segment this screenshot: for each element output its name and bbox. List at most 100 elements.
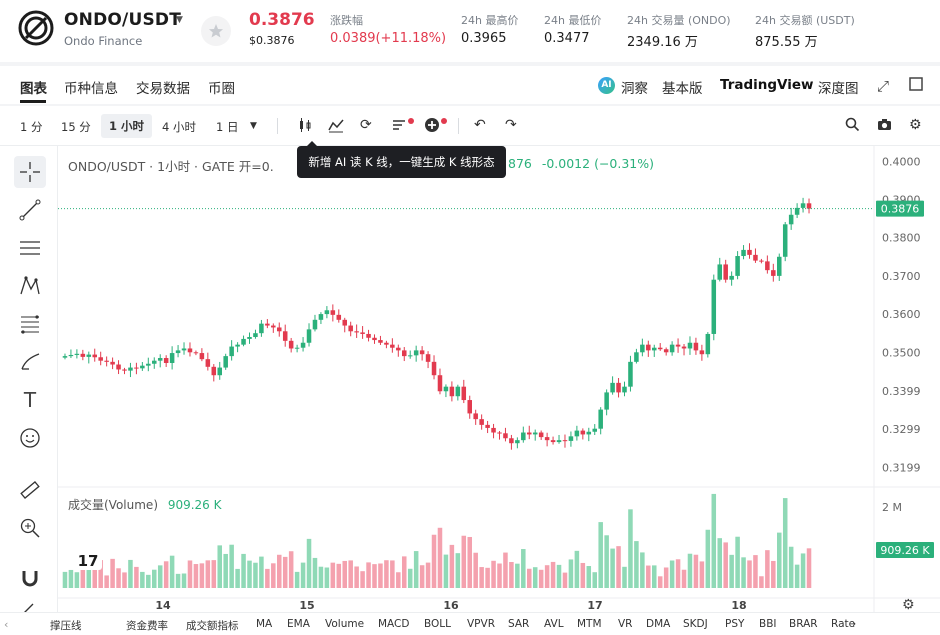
indicator-5[interactable]: Volume bbox=[325, 618, 365, 630]
ai-kline-icon[interactable] bbox=[392, 117, 408, 137]
volume-bar bbox=[181, 573, 187, 588]
indicator-0[interactable]: 撑压线 bbox=[50, 620, 82, 632]
timeframe-15m[interactable]: 15 分 bbox=[61, 120, 91, 134]
indicators-icon[interactable] bbox=[328, 117, 344, 137]
volume-bar bbox=[205, 560, 211, 588]
indicator-18[interactable]: Rate bbox=[831, 618, 856, 630]
candle-body bbox=[717, 264, 722, 280]
timeframe-1h[interactable]: 1 小时 bbox=[101, 114, 153, 138]
candle-type-icon[interactable] bbox=[297, 117, 313, 137]
chart-settings-icon[interactable]: ⚙ bbox=[902, 597, 915, 613]
timeframe-1d[interactable]: 1 日 bbox=[216, 120, 239, 134]
volume-bar bbox=[467, 536, 472, 588]
indicator-12[interactable]: VR bbox=[618, 618, 633, 630]
text-tool-icon[interactable]: T bbox=[23, 388, 37, 412]
timeframe-1m[interactable]: 1 分 bbox=[20, 120, 43, 134]
view-tradingview[interactable]: TradingView bbox=[720, 77, 814, 93]
emoji-icon[interactable] bbox=[14, 422, 46, 454]
indicator-8[interactable]: VPVR bbox=[467, 618, 495, 630]
candlestick-chart-svg[interactable]: 0.40000.39000.38000.37000.36000.35000.33… bbox=[58, 146, 940, 620]
pair-name[interactable]: ONDO/USDT bbox=[64, 10, 182, 30]
indicator-14[interactable]: SKDJ bbox=[683, 618, 708, 630]
add-icon[interactable] bbox=[424, 117, 440, 137]
fibonacci-icon[interactable] bbox=[14, 308, 46, 340]
settings-gear-icon[interactable]: ⚙ bbox=[909, 117, 922, 133]
redo-icon[interactable]: ↷ bbox=[505, 117, 517, 133]
candle-body bbox=[479, 419, 484, 425]
candle-body bbox=[175, 350, 181, 354]
candle-body bbox=[80, 353, 86, 357]
volume-bar bbox=[431, 534, 437, 588]
indicator-9[interactable]: SAR bbox=[508, 618, 530, 630]
pattern-icon[interactable] bbox=[14, 270, 46, 302]
view-ai-insight[interactable]: 洞察 bbox=[621, 81, 648, 97]
search-icon[interactable] bbox=[845, 117, 860, 136]
pair-dropdown-icon[interactable]: ▼ bbox=[176, 15, 183, 25]
crosshair-icon[interactable] bbox=[14, 156, 46, 188]
time-axis-label: 17 bbox=[587, 599, 602, 612]
magnet-icon[interactable] bbox=[14, 562, 46, 594]
scroll-right-icon[interactable]: › bbox=[852, 618, 857, 630]
candle-body bbox=[265, 323, 270, 326]
indicator-7[interactable]: BOLL bbox=[424, 618, 451, 630]
tradingview-chart[interactable]: 0.4000 0.3900 0.3800 0.3700 0.3600 0.3500 0.33… bbox=[58, 141, 940, 620]
volume-bar bbox=[782, 498, 788, 588]
indicator-15[interactable]: PSY bbox=[725, 618, 745, 630]
volume-bar bbox=[574, 550, 580, 588]
candle-body bbox=[699, 350, 705, 355]
candle-body bbox=[777, 256, 782, 276]
candle-body bbox=[360, 332, 365, 334]
indicator-11[interactable]: MTM bbox=[577, 618, 602, 630]
indicator-2[interactable]: 成交额指标 bbox=[186, 620, 239, 632]
popout-window-icon[interactable] bbox=[909, 77, 923, 95]
tab-trade-data[interactable]: 交易数据 bbox=[136, 81, 190, 97]
candle-body bbox=[384, 342, 389, 345]
candle-body bbox=[413, 350, 419, 356]
indicator-6[interactable]: MACD bbox=[378, 618, 410, 630]
tab-chart[interactable]: 图表 bbox=[20, 81, 47, 97]
indicator-1[interactable]: 资金费率 bbox=[126, 620, 168, 632]
zoom-in-icon[interactable] bbox=[14, 512, 46, 544]
indicator-10[interactable]: AVL bbox=[544, 618, 564, 630]
indicator-3[interactable]: MA bbox=[256, 618, 273, 630]
horizontal-lines-icon[interactable] bbox=[14, 232, 46, 264]
indicator-4[interactable]: EMA bbox=[287, 618, 310, 630]
candle-body bbox=[288, 340, 294, 349]
volume-bar bbox=[497, 563, 502, 588]
undo-icon[interactable]: ↶ bbox=[474, 117, 486, 133]
price-axis-label: 0.3600 bbox=[882, 308, 921, 321]
timeframe-4h[interactable]: 4 小时 bbox=[162, 120, 196, 134]
drawing-toolbar: T bbox=[0, 146, 58, 635]
ruler-icon[interactable] bbox=[14, 474, 46, 506]
tab-community[interactable]: 币圈 bbox=[208, 81, 235, 97]
candle-body bbox=[294, 347, 300, 349]
indicator-13[interactable]: DMA bbox=[646, 618, 671, 630]
trend-line-icon[interactable] bbox=[14, 194, 46, 226]
volume-bar bbox=[794, 564, 800, 588]
indicator-16[interactable]: BBI bbox=[759, 618, 777, 630]
replay-icon[interactable]: ⟳ bbox=[360, 117, 372, 133]
scroll-left-icon[interactable]: ‹ bbox=[4, 618, 9, 631]
last-price-usd: $0.3876 bbox=[249, 34, 295, 47]
volume-bar bbox=[98, 560, 103, 588]
tab-coin-info[interactable]: 币种信息 bbox=[64, 81, 118, 97]
candle-body bbox=[806, 203, 812, 209]
indicator-17[interactable]: BRAR bbox=[789, 618, 818, 630]
volume-bar bbox=[116, 568, 121, 588]
volume-bar bbox=[443, 554, 449, 588]
view-depth[interactable]: 深度图 bbox=[818, 81, 859, 97]
volume-bar bbox=[669, 560, 675, 588]
volume-bar bbox=[717, 538, 722, 588]
candle-body bbox=[473, 413, 478, 420]
camera-icon[interactable] bbox=[877, 117, 892, 136]
candle-body bbox=[461, 386, 467, 401]
candle-body bbox=[247, 337, 252, 339]
volume-bar bbox=[788, 546, 794, 588]
volume-bar bbox=[146, 574, 151, 588]
view-basic[interactable]: 基本版 bbox=[662, 81, 703, 97]
brush-icon[interactable] bbox=[14, 346, 46, 378]
timeframe-dropdown-icon[interactable]: ▼ bbox=[250, 121, 257, 131]
expand-icon[interactable]: ⤢ bbox=[877, 77, 890, 95]
favorite-star-icon[interactable] bbox=[201, 16, 231, 46]
volume-bar bbox=[765, 550, 770, 588]
